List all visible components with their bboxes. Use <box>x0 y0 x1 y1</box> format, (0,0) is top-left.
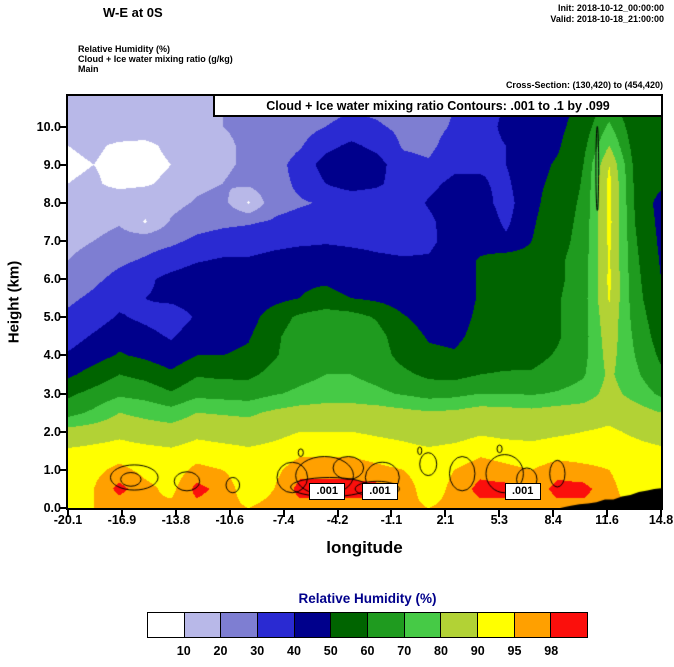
contour-note: Cloud + Ice water mixing ratio Contours:… <box>213 96 661 117</box>
colorbar-cell <box>550 613 588 637</box>
x-axis-label: longitude <box>326 538 403 557</box>
x-tick-mark <box>67 510 69 517</box>
x-tick-mark <box>120 510 123 517</box>
y-tick-label: 8.0 <box>43 195 61 210</box>
x-tick-label: 11.6 <box>595 513 619 527</box>
model-label: Main <box>78 64 99 74</box>
colorbar-cell <box>293 613 331 637</box>
field-name-label: Relative Humidity (%) <box>78 44 171 54</box>
x-tick-mark <box>606 510 609 517</box>
colorbar-cell <box>220 613 258 637</box>
x-tick-mark <box>228 510 231 517</box>
cloud-field-label: Cloud + Ice water mixing ratio (g/kg) <box>78 54 233 64</box>
y-tick-label: 6.0 <box>43 272 61 287</box>
x-tick-label: 14.8 <box>648 513 674 527</box>
colorbar <box>147 612 588 638</box>
colorbar-label: 60 <box>360 644 375 658</box>
colorbar-cell <box>257 613 294 637</box>
y-tick-mark <box>59 392 68 395</box>
colorbar-cell <box>148 613 184 637</box>
cloud-contour-label: .001 <box>504 482 541 500</box>
y-tick-mark <box>59 201 68 204</box>
x-tick-label: 2.1 <box>436 513 455 527</box>
x-tick-label: -10.6 <box>215 513 244 527</box>
x-tick-label: -1.1 <box>380 513 403 527</box>
x-tick-label: -13.8 <box>161 513 191 527</box>
x-tick-mark <box>552 510 555 517</box>
cross-section-label: Cross-Section: (130,420) to (454,420) <box>505 80 663 90</box>
y-tick-label: 2.0 <box>43 424 61 439</box>
x-tick-label: -16.9 <box>107 513 137 527</box>
colorbar-label: 40 <box>287 644 301 658</box>
colorbar-cell <box>403 613 441 637</box>
page-title: W-E at 0S <box>103 5 163 20</box>
y-tick-label: 7.0 <box>43 233 61 248</box>
cloud-contour-label: .001 <box>361 482 398 500</box>
x-tick-mark <box>282 510 285 517</box>
colorbar-cell <box>477 613 514 637</box>
plot-area: Cloud + Ice water mixing ratio Contours:… <box>66 94 663 510</box>
colorbar-cell <box>367 613 404 637</box>
y-axis-label: Height (km) <box>5 260 23 344</box>
y-tick-mark <box>59 163 68 166</box>
y-tick-mark <box>59 430 68 433</box>
y-tick-label: 10.0 <box>36 119 61 134</box>
colorbar-label: 30 <box>250 644 265 658</box>
y-tick-label: 9.0 <box>43 157 61 172</box>
y-tick-mark <box>59 354 68 357</box>
colorbar-label: 10 <box>176 644 191 658</box>
x-tick-mark <box>390 510 393 517</box>
y-tick-label: 0.0 <box>43 501 61 515</box>
y-tick-mark <box>59 316 68 319</box>
x-tick-label: 5.3 <box>490 513 508 527</box>
colorbar-label: 20 <box>213 644 228 658</box>
field-info: Relative Humidity (%) Cloud + Ice water … <box>78 44 233 74</box>
x-tick-mark <box>498 510 501 517</box>
x-tick-label: -20.1 <box>53 513 83 527</box>
valid-timestamp: Valid: 2018-10-18_21:00:00 <box>550 14 664 24</box>
init-timestamp: Init: 2018-10-12_00:00:00 <box>557 3 664 13</box>
x-tick-mark <box>174 510 177 517</box>
colorbar-cell <box>183 613 221 637</box>
x-tick-mark <box>660 510 662 517</box>
colorbar-title: Relative Humidity (%) <box>298 591 437 606</box>
x-tick-label: 8.4 <box>544 513 562 527</box>
y-tick-label: 1.0 <box>43 462 61 477</box>
rh-contour-field <box>68 96 661 508</box>
colorbar-label: 98 <box>544 644 559 658</box>
y-tick-mark <box>59 278 68 281</box>
colorbar-label: 70 <box>397 644 412 658</box>
colorbar-label: 90 <box>470 644 485 658</box>
y-tick-mark <box>59 239 68 242</box>
run-times: Init: 2018-10-12_00:00:00 Valid: 2018-10… <box>550 3 664 25</box>
colorbar-label: 80 <box>434 644 448 658</box>
colorbar-cell <box>440 613 478 637</box>
y-tick-mark <box>59 468 68 471</box>
y-tick-label: 5.0 <box>43 310 61 325</box>
colorbar-cell <box>513 613 551 637</box>
x-tick-label: -7.4 <box>272 513 295 527</box>
colorbar-cell <box>330 613 368 637</box>
cloud-contour-label: .001 <box>309 482 346 500</box>
y-tick-mark <box>59 507 68 509</box>
y-tick-label: 3.0 <box>43 386 61 401</box>
y-tick-mark <box>59 125 68 128</box>
x-tick-label: -4.2 <box>326 513 349 527</box>
x-tick-mark <box>336 510 339 517</box>
colorbar-label: 95 <box>507 644 522 658</box>
x-tick-mark <box>444 510 447 517</box>
colorbar-label: 50 <box>323 644 338 658</box>
y-tick-label: 4.0 <box>43 348 61 363</box>
